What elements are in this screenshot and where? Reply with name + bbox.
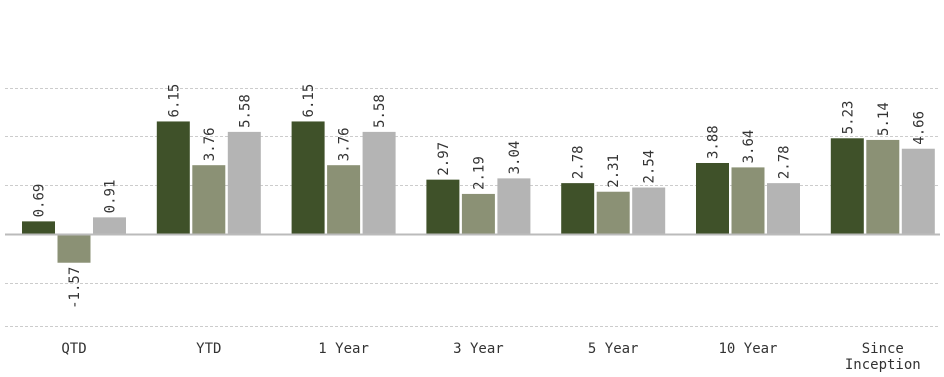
data-label: 2.54 [642, 150, 658, 184]
bar [561, 183, 595, 234]
bar [93, 217, 126, 234]
bar [426, 179, 460, 234]
data-label: 5.58 [372, 94, 388, 128]
category-label: QTD [61, 341, 86, 357]
data-label: 6.15 [166, 84, 182, 118]
data-label: 0.91 [103, 180, 119, 214]
bar [696, 162, 729, 234]
category-label: Since [862, 341, 904, 357]
bar [497, 178, 531, 234]
category-label: 10 Year [718, 341, 777, 357]
bar [866, 139, 900, 234]
bar [227, 131, 261, 234]
data-label: 2.19 [471, 156, 487, 190]
bar [461, 193, 495, 234]
data-label: 6.15 [301, 84, 317, 118]
data-label: 3.76 [337, 127, 353, 161]
category-label: Inception [845, 357, 921, 373]
data-label: 3.64 [741, 130, 757, 164]
bar [57, 234, 91, 263]
bar [327, 165, 361, 234]
data-label: 2.31 [606, 154, 622, 188]
category-label: YTD [196, 341, 221, 357]
data-label: 5.23 [840, 101, 856, 135]
category-label: 3 Year [453, 341, 504, 357]
data-label: 2.78 [571, 145, 587, 179]
data-label: 5.58 [237, 94, 253, 128]
data-label: 3.76 [202, 127, 218, 161]
data-label: 4.66 [911, 111, 927, 145]
bar [22, 221, 55, 234]
bar [192, 165, 226, 234]
data-label: 2.97 [436, 142, 452, 176]
data-label: -1.57 [67, 267, 83, 309]
bar [901, 148, 935, 234]
category-label: 5 Year [588, 341, 639, 357]
bar [362, 131, 396, 234]
data-label: 5.14 [876, 102, 892, 136]
category-label: 1 Year [318, 341, 369, 357]
bar [830, 138, 864, 234]
data-label: 2.78 [777, 145, 793, 179]
bar [596, 191, 630, 234]
data-label: 0.69 [32, 184, 48, 218]
bar [156, 121, 190, 234]
bar [632, 187, 666, 234]
data-label: 3.04 [507, 141, 523, 175]
bar [767, 183, 800, 234]
bar [731, 167, 765, 234]
data-label: 3.88 [706, 125, 722, 159]
bar [291, 121, 325, 234]
